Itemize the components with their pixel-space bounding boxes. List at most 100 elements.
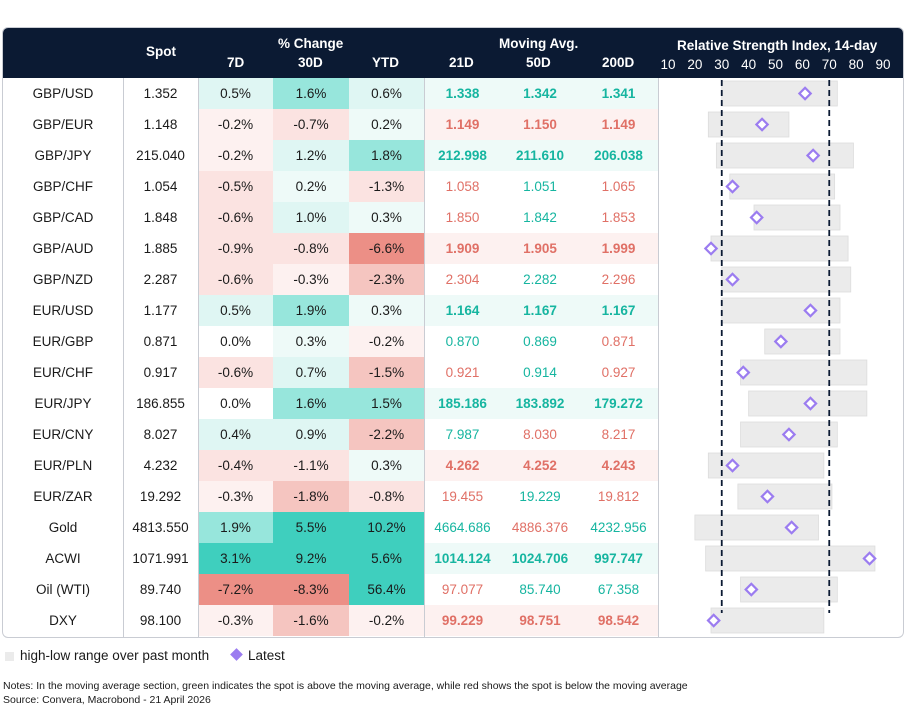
ma200-cell: 206.038 bbox=[579, 140, 658, 171]
ma200-cell: 1.999 bbox=[579, 233, 658, 264]
change-ytd-cell: -2.3% bbox=[349, 264, 424, 295]
ma21-cell: 4.262 bbox=[424, 450, 501, 481]
change-30d-cell: 0.9% bbox=[273, 419, 349, 450]
change-ytd-cell: -0.8% bbox=[349, 481, 424, 512]
rsi-range-bar bbox=[707, 111, 790, 138]
ma200-cell: 0.927 bbox=[579, 357, 658, 388]
range-legend-label: high-low range over past month bbox=[20, 648, 210, 663]
ma21-cell: 1.164 bbox=[424, 295, 501, 326]
ma50-cell: 1.051 bbox=[501, 171, 579, 202]
header-7d: 7D bbox=[227, 55, 245, 70]
ma50-cell: 8.030 bbox=[501, 419, 579, 450]
ma50-cell: 1.842 bbox=[501, 202, 579, 233]
ma200-cell: 67.358 bbox=[579, 574, 658, 605]
ma200-cell: 4232.956 bbox=[579, 512, 658, 543]
ma50-cell: 1.167 bbox=[501, 295, 579, 326]
ma21-cell: 97.077 bbox=[424, 574, 501, 605]
ma21-cell: 185.186 bbox=[424, 388, 501, 419]
ma200-cell: 2.296 bbox=[579, 264, 658, 295]
change-30d-cell: 1.0% bbox=[273, 202, 349, 233]
ma200-cell: 8.217 bbox=[579, 419, 658, 450]
change-ytd-cell: -2.2% bbox=[349, 419, 424, 450]
change-7d-cell: 1.9% bbox=[198, 512, 273, 543]
header-200d: 200D bbox=[602, 55, 635, 70]
change-ytd-cell: -1.3% bbox=[349, 171, 424, 202]
row-label: GBP/NZD bbox=[32, 272, 93, 287]
spot-value: 1.352 bbox=[143, 86, 178, 101]
ma200-cell: 4.243 bbox=[579, 450, 658, 481]
row-label: GBP/CHF bbox=[32, 179, 93, 194]
rsi-latest-marker bbox=[805, 148, 821, 163]
rsi-latest-marker bbox=[703, 241, 719, 256]
rsi-range-bar bbox=[721, 80, 838, 107]
ma50-cell: 211.610 bbox=[501, 140, 579, 171]
spot-value: 186.855 bbox=[136, 396, 185, 411]
row-label: ACWI bbox=[45, 551, 81, 566]
ma21-cell: 7.987 bbox=[424, 419, 501, 450]
change-7d-cell: 0.0% bbox=[198, 388, 273, 419]
row-label: EUR/PLN bbox=[33, 458, 93, 473]
ma50-cell: 1.150 bbox=[501, 109, 579, 140]
change-ytd-cell: -0.2% bbox=[349, 605, 424, 636]
ma50-cell: 0.914 bbox=[501, 357, 579, 388]
change-30d-cell: 0.3% bbox=[273, 326, 349, 357]
ma200-cell: 98.542 bbox=[579, 605, 658, 636]
ma21-cell: 0.870 bbox=[424, 326, 501, 357]
change-7d-cell: 0.5% bbox=[198, 295, 273, 326]
rsi-latest-marker bbox=[862, 551, 877, 566]
change-ytd-cell: 1.8% bbox=[349, 140, 424, 171]
change-ytd-cell: 1.5% bbox=[349, 388, 424, 419]
change-7d-cell: 0.4% bbox=[198, 419, 273, 450]
ma200-cell: 1.065 bbox=[579, 171, 658, 202]
change-30d-cell: -1.6% bbox=[273, 605, 349, 636]
rsi-latest-marker bbox=[797, 86, 813, 101]
rsi-latest-marker bbox=[803, 396, 818, 411]
spot-value: 2.287 bbox=[143, 272, 178, 287]
ma200-cell: 1.341 bbox=[579, 78, 658, 109]
change-ytd-cell: 0.3% bbox=[349, 295, 424, 326]
rsi-chart bbox=[694, 80, 877, 634]
change-30d-cell: -1.1% bbox=[273, 450, 349, 481]
ma21-cell: 19.455 bbox=[424, 481, 501, 512]
ma200-cell: 1.853 bbox=[579, 202, 658, 233]
change-ytd-cell: -6.6% bbox=[349, 233, 424, 264]
spot-value: 1.848 bbox=[143, 210, 178, 225]
divider-spot-change bbox=[198, 78, 199, 637]
spot-value: 4813.550 bbox=[132, 520, 189, 535]
ma50-cell: 2.282 bbox=[501, 264, 579, 295]
table-header: Spot % Change 7D 30D YTD Moving Avg. 21D… bbox=[3, 28, 903, 78]
ma21-cell: 1.058 bbox=[424, 171, 501, 202]
spot-value: 1.885 bbox=[143, 241, 178, 256]
rsi-range-bar bbox=[721, 266, 852, 293]
rsi-range-bar bbox=[710, 235, 849, 262]
divider-label-spot bbox=[123, 78, 124, 637]
change-ytd-cell: -0.2% bbox=[349, 326, 424, 357]
rsi-range-bar bbox=[729, 173, 836, 200]
ma200-cell: 179.272 bbox=[579, 388, 658, 419]
change-7d-cell: 0.5% bbox=[198, 78, 273, 109]
change-30d-cell: 1.9% bbox=[273, 295, 349, 326]
rsi-latest-marker bbox=[754, 117, 770, 132]
ma50-cell: 85.740 bbox=[501, 574, 579, 605]
change-7d-cell: -0.9% bbox=[198, 233, 273, 264]
latest-legend-marker bbox=[230, 648, 243, 661]
spot-value: 1.177 bbox=[143, 303, 178, 318]
rsi-latest-marker bbox=[706, 613, 721, 628]
rsi-range-bar bbox=[740, 576, 838, 603]
footnotes: Notes: In the moving average section, gr… bbox=[3, 679, 688, 707]
rsi-tick-label: 90 bbox=[875, 57, 891, 72]
rsi-tick-label: 40 bbox=[741, 57, 757, 72]
rsi-latest-marker bbox=[773, 334, 789, 349]
spot-value: 4.232 bbox=[143, 458, 178, 473]
change-7d-cell: -0.3% bbox=[198, 605, 273, 636]
change-7d-cell: 0.0% bbox=[198, 326, 273, 357]
ma50-cell: 1024.706 bbox=[501, 543, 579, 574]
ma21-cell: 1.850 bbox=[424, 202, 501, 233]
header-moving-avg: Moving Avg. bbox=[499, 36, 579, 51]
divider-ma-rsi bbox=[658, 78, 659, 637]
change-30d-cell: 9.2% bbox=[273, 543, 349, 574]
rsi-tick-label: 80 bbox=[848, 57, 864, 72]
ma50-cell: 19.229 bbox=[501, 481, 579, 512]
ma21-cell: 4664.686 bbox=[424, 512, 501, 543]
change-7d-cell: -0.2% bbox=[198, 140, 273, 171]
